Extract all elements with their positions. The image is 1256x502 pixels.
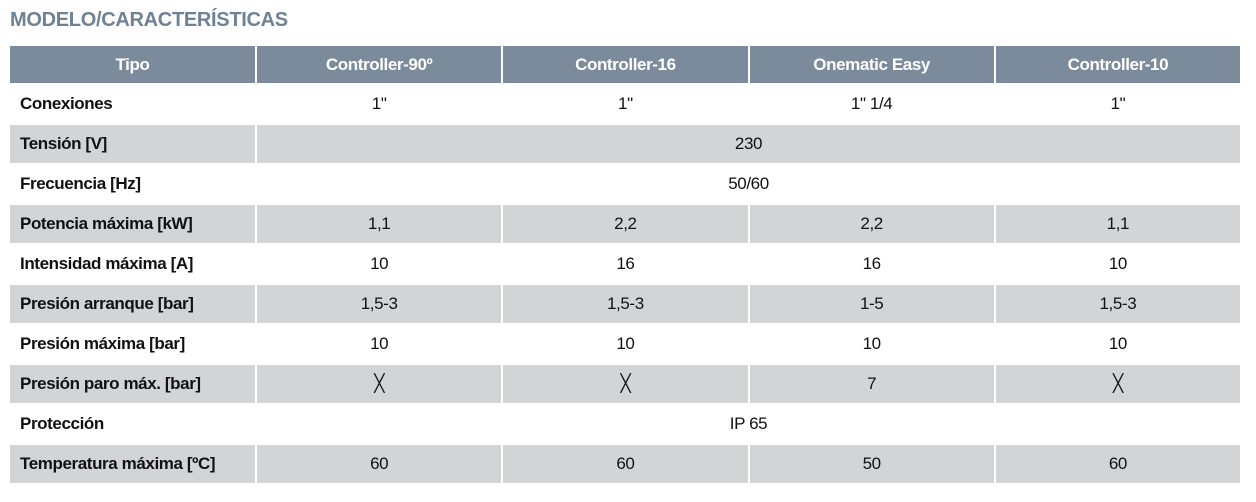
table-row: Conexiones 1" 1" 1" 1/4 1" bbox=[10, 85, 1240, 123]
table-row: Potencia máxima [kW] 1,1 2,2 2,2 1,1 bbox=[10, 205, 1240, 243]
cell: 1" bbox=[503, 85, 748, 123]
cell: 60 bbox=[503, 445, 748, 483]
table-row: Tensión [V] 230 bbox=[10, 125, 1240, 163]
row-label: Intensidad máxima [A] bbox=[10, 245, 255, 283]
table-row: Protección IP 65 bbox=[10, 405, 1240, 443]
table-row: Presión máxima [bar] 10 10 10 10 bbox=[10, 325, 1240, 363]
header-cell: Controller-90º bbox=[257, 46, 502, 83]
section-title: MODELO/CARACTERÍSTICAS bbox=[10, 9, 288, 31]
cell: 2,2 bbox=[503, 205, 748, 243]
table-row: Presión arranque [bar] 1,5-3 1,5-3 1-5 1,5-3 bbox=[10, 285, 1240, 323]
cell: 1" bbox=[995, 85, 1240, 123]
cell: 50/60 bbox=[257, 165, 1240, 203]
cell: 16 bbox=[749, 245, 994, 283]
cell: 1,1 bbox=[257, 205, 502, 243]
header-row: Tipo Controller-90º Controller-16 Onematic … bbox=[10, 46, 1240, 83]
cell: 10 bbox=[995, 245, 1240, 283]
row-label: Presión máxima [bar] bbox=[10, 325, 255, 363]
cell: 60 bbox=[257, 445, 502, 483]
cell: 60 bbox=[995, 445, 1240, 483]
cell: 230 bbox=[257, 125, 1240, 163]
spec-table: Tipo Controller-90º Controller-16 Onematic … bbox=[8, 44, 1242, 485]
row-label: Temperatura máxima [ºC] bbox=[10, 445, 255, 483]
row-label: Protección bbox=[10, 405, 255, 443]
header-cell: Tipo bbox=[10, 46, 255, 83]
row-label: Frecuencia [Hz] bbox=[10, 165, 255, 203]
cell: 16 bbox=[503, 245, 748, 283]
row-label: Presión paro máx. [bar] bbox=[10, 365, 255, 403]
cell: ╳ bbox=[995, 365, 1240, 403]
cell: ╳ bbox=[503, 365, 748, 403]
table-row: Presión paro máx. [bar] ╳ ╳ 7 ╳ bbox=[10, 365, 1240, 403]
row-label: Presión arranque [bar] bbox=[10, 285, 255, 323]
header-cell: Controller-10 bbox=[995, 46, 1240, 83]
table-row: Frecuencia [Hz] 50/60 bbox=[10, 165, 1240, 203]
table-row: Intensidad máxima [A] 10 16 16 10 bbox=[10, 245, 1240, 283]
row-label: Conexiones bbox=[10, 85, 255, 123]
cell: 1" 1/4 bbox=[749, 85, 994, 123]
cell: 1,5-3 bbox=[257, 285, 502, 323]
cell: 10 bbox=[257, 245, 502, 283]
cell: 2,2 bbox=[749, 205, 994, 243]
cell: 10 bbox=[257, 325, 502, 363]
cell: 1" bbox=[257, 85, 502, 123]
cell: 10 bbox=[503, 325, 748, 363]
cell: 1-5 bbox=[749, 285, 994, 323]
row-label: Potencia máxima [kW] bbox=[10, 205, 255, 243]
cell: 1,1 bbox=[995, 205, 1240, 243]
header-cell: Onematic Easy bbox=[749, 46, 994, 83]
cell: 10 bbox=[749, 325, 994, 363]
header-cell: Controller-16 bbox=[503, 46, 748, 83]
cell: 10 bbox=[995, 325, 1240, 363]
cell: 1,5-3 bbox=[995, 285, 1240, 323]
cell: 1,5-3 bbox=[503, 285, 748, 323]
cell: IP 65 bbox=[257, 405, 1240, 443]
row-label: Tensión [V] bbox=[10, 125, 255, 163]
cell: 50 bbox=[749, 445, 994, 483]
cell: ╳ bbox=[257, 365, 502, 403]
cell: 7 bbox=[749, 365, 994, 403]
table-row: Temperatura máxima [ºC] 60 60 50 60 bbox=[10, 445, 1240, 483]
